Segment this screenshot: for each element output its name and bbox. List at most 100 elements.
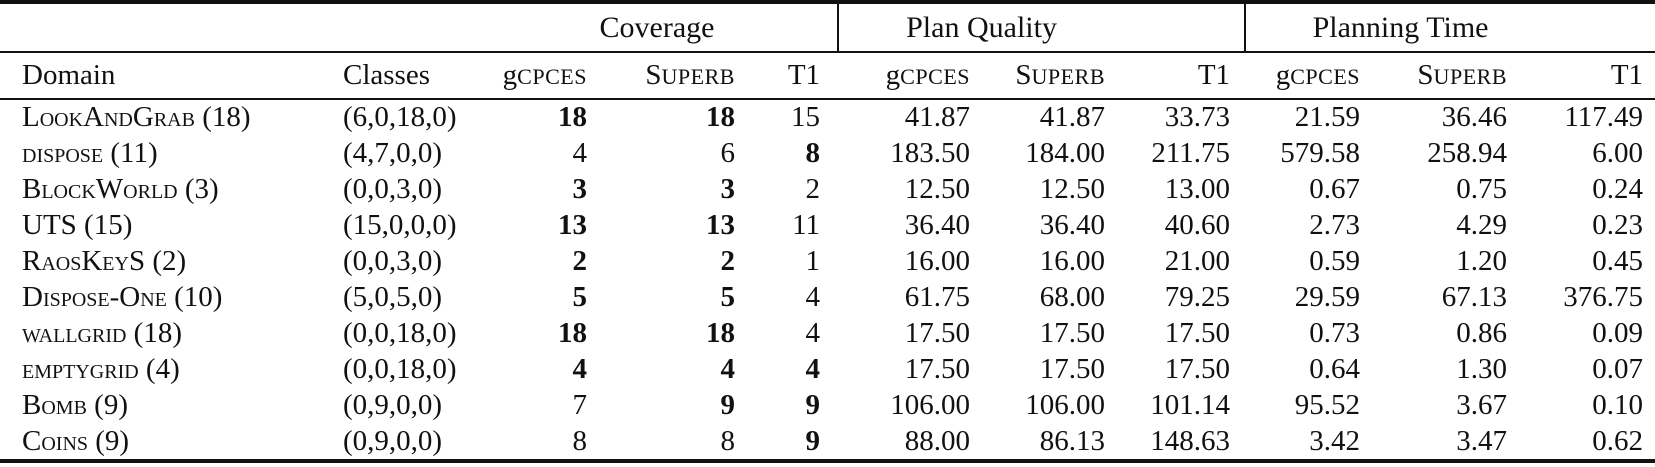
cell-quality-superb: 16.00 xyxy=(1039,245,1106,278)
cell-quality-t1: 148.63 xyxy=(1150,424,1231,457)
table-row: wallgrid (18) (0,0,18,0) 18 18 4 17.50 17.50 17… xyxy=(0,315,1655,351)
cell-time-t1: 0.62 xyxy=(1592,424,1644,457)
cell-classes: (0,9,0,0) xyxy=(343,388,443,421)
cell-coverage-gcpces: 3 xyxy=(572,173,588,206)
cell-coverage-superb: 13 xyxy=(706,209,735,242)
planner-prefix: g xyxy=(1275,59,1291,91)
cell-classes: (4,7,0,0) xyxy=(343,137,443,170)
group-header-planning-time: Planning Time xyxy=(1244,2,1655,53)
group-header-plan-quality: Plan Quality xyxy=(837,2,1246,53)
table-row: UTS (15) (15,0,0,0) 13 13 11 36.40 36.40 40.60 2… xyxy=(0,208,1655,244)
cell-coverage-gcpces: 2 xyxy=(572,245,588,278)
cell-quality-superb: 86.13 xyxy=(1039,424,1106,457)
cell-time-superb: 4.29 xyxy=(1456,209,1508,242)
cell-quality-gcpces: 12.50 xyxy=(904,173,971,206)
cell-time-gcpces: 0.73 xyxy=(1309,316,1361,349)
cell-coverage-superb: 4 xyxy=(720,352,736,385)
cell-time-superb: 67.13 xyxy=(1441,280,1508,313)
column-header-time-gcpces: gCPCES xyxy=(1245,52,1369,100)
table-row: LookAndGrab (18) (6,0,18,0) 18 18 15 41.87 41.… xyxy=(0,99,1655,136)
cell-classes: (15,0,0,0) xyxy=(343,209,457,242)
cell-coverage-gcpces: 5 xyxy=(572,280,588,313)
cell-quality-superb: 184.00 xyxy=(1025,137,1106,170)
cell-quality-gcpces: 106.00 xyxy=(890,388,971,421)
cell-quality-t1: 13.00 xyxy=(1164,173,1231,206)
cell-coverage-gcpces: 7 xyxy=(572,388,588,421)
cell-quality-superb: 17.50 xyxy=(1039,352,1106,385)
cell-coverage-superb: 5 xyxy=(720,280,736,313)
cell-coverage-t1: 4 xyxy=(805,352,821,385)
cell-time-t1: 0.23 xyxy=(1592,209,1644,242)
cell-quality-gcpces: 88.00 xyxy=(904,424,971,457)
cell-domain: emptygrid (4) xyxy=(22,352,180,385)
cell-time-t1: 376.75 xyxy=(1563,280,1644,313)
table-row: Coins (9) (0,9,0,0) 8 8 9 88.00 86.13 148.63 3.4… xyxy=(0,423,1655,461)
cell-time-superb: 36.46 xyxy=(1441,101,1508,134)
cell-time-gcpces: 0.64 xyxy=(1309,352,1361,385)
group-header-row: Coverage Plan Quality Planning Time xyxy=(0,2,1655,53)
cell-quality-superb: 36.40 xyxy=(1039,209,1106,242)
column-header-domain: Domain xyxy=(0,52,333,100)
cell-quality-gcpces: 41.87 xyxy=(904,101,971,134)
cell-time-gcpces: 0.67 xyxy=(1309,173,1361,206)
cell-quality-t1: 17.50 xyxy=(1164,316,1231,349)
planner-prefix: S xyxy=(645,59,662,91)
cell-domain: BlockWorld (3) xyxy=(22,173,219,206)
column-header-coverage-t1: T1 xyxy=(743,52,839,100)
cell-coverage-t1: 9 xyxy=(805,388,821,421)
cell-classes: (0,0,3,0) xyxy=(343,245,443,278)
cell-coverage-t1: 2 xyxy=(805,173,821,206)
cell-domain: dispose (11) xyxy=(22,137,158,170)
cell-quality-superb: 68.00 xyxy=(1039,280,1106,313)
cell-time-gcpces: 95.52 xyxy=(1294,388,1361,421)
cell-coverage-t1: 15 xyxy=(791,101,821,134)
column-header-row: Domain Classes gCPCES SUPERB T1 gCPCES S… xyxy=(0,52,1655,100)
cell-time-t1: 0.45 xyxy=(1592,245,1644,278)
planner-prefix: T1 xyxy=(1197,59,1231,91)
cell-time-gcpces: 2.73 xyxy=(1309,209,1361,242)
cell-time-t1: 0.10 xyxy=(1592,388,1644,421)
table-row: dispose (11) (4,7,0,0) 4 6 8 183.50 184.00 211.… xyxy=(0,136,1655,172)
table-row: Bomb (9) (0,9,0,0) 7 9 9 106.00 106.00 101.14 95… xyxy=(0,387,1655,423)
cell-time-t1: 0.07 xyxy=(1592,352,1644,385)
cell-time-t1: 0.09 xyxy=(1592,316,1644,349)
cell-coverage-gcpces: 18 xyxy=(558,101,587,134)
planner-prefix: S xyxy=(1015,59,1032,91)
table-row: RaosKeyS (2) (0,0,3,0) 2 2 1 16.00 16.00 21.00 0… xyxy=(0,244,1655,280)
cell-quality-gcpces: 17.50 xyxy=(904,352,971,385)
cell-time-superb: 3.67 xyxy=(1456,388,1508,421)
column-header-quality-t1: T1 xyxy=(1113,52,1246,100)
cell-time-superb: 0.86 xyxy=(1456,316,1508,349)
cell-quality-superb: 106.00 xyxy=(1025,388,1106,421)
planner-smallcaps: CPCES xyxy=(1290,64,1361,89)
cell-coverage-superb: 2 xyxy=(720,245,736,278)
column-header-quality-gcpces: gCPCES xyxy=(838,52,979,100)
planner-smallcaps: UPERB xyxy=(1433,64,1508,89)
cell-quality-t1: 101.14 xyxy=(1150,388,1231,421)
cell-time-gcpces: 3.42 xyxy=(1309,424,1361,457)
cell-domain: Dispose-One (10) xyxy=(22,280,223,313)
cell-coverage-t1: 11 xyxy=(792,209,821,242)
cell-domain: LookAndGrab (18) xyxy=(22,101,251,134)
cell-time-superb: 3.47 xyxy=(1456,424,1508,457)
table-row: BlockWorld (3) (0,0,3,0) 3 3 2 12.50 12.50 13.0… xyxy=(0,172,1655,208)
cell-classes: (0,0,18,0) xyxy=(343,316,457,349)
group-header-coverage: Coverage xyxy=(477,2,839,53)
planner-prefix: g xyxy=(885,59,901,91)
cell-time-gcpces: 0.59 xyxy=(1309,245,1361,278)
planner-prefix: T1 xyxy=(1610,59,1644,91)
column-header-coverage-gcpces: gCPCES xyxy=(477,52,595,100)
cell-quality-t1: 33.73 xyxy=(1164,101,1231,134)
cell-time-superb: 258.94 xyxy=(1427,137,1508,170)
column-header-coverage-superb: SUPERB xyxy=(595,52,743,100)
cell-quality-superb: 41.87 xyxy=(1039,101,1106,134)
planner-smallcaps: UPERB xyxy=(1031,64,1106,89)
cell-quality-gcpces: 17.50 xyxy=(904,316,971,349)
cell-coverage-t1: 1 xyxy=(805,245,821,278)
cell-coverage-gcpces: 18 xyxy=(558,316,587,349)
cell-coverage-gcpces: 4 xyxy=(572,137,588,170)
cell-domain: wallgrid (18) xyxy=(22,316,182,349)
cell-classes: (0,0,18,0) xyxy=(343,352,457,385)
cell-coverage-superb: 8 xyxy=(720,424,736,457)
cell-quality-t1: 211.75 xyxy=(1151,137,1231,170)
